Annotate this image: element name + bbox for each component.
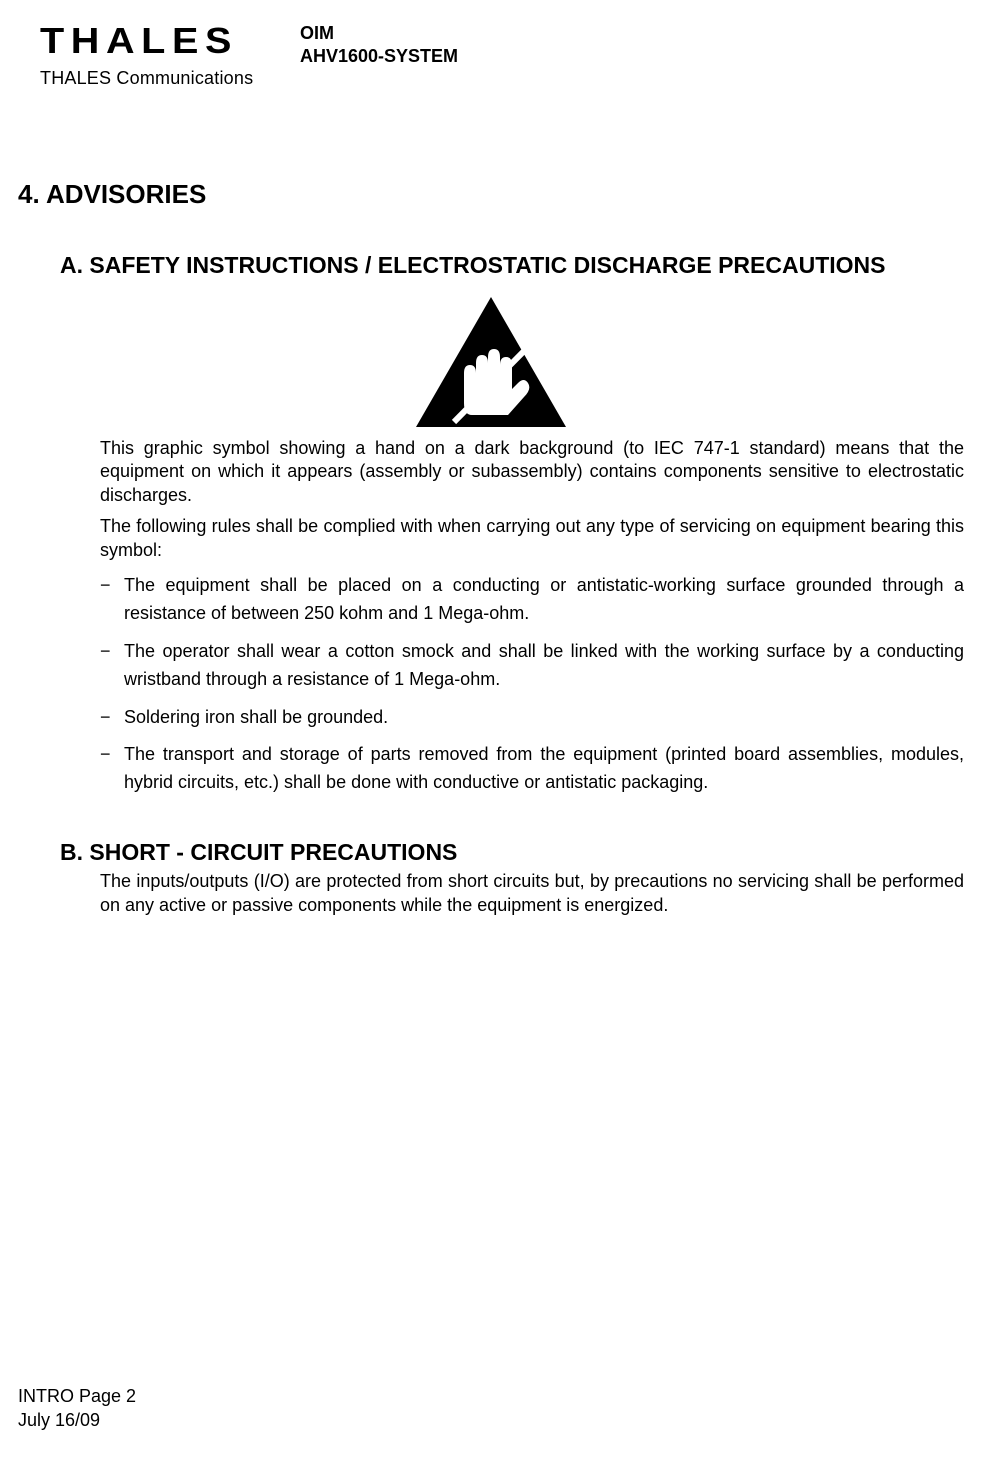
- section-4b-body: The inputs/outputs (I/O) are protected f…: [18, 870, 964, 917]
- company-subtext: THALES Communications: [40, 68, 280, 89]
- section-4b-title: B. SHORT - CIRCUIT PRECAUTIONS: [18, 839, 964, 866]
- company-logo: THALES: [40, 20, 304, 62]
- doc-id-line-2: AHV1600-SYSTEM: [300, 45, 458, 68]
- section-4a-body: This graphic symbol showing a hand on a …: [18, 437, 964, 797]
- footer-page-ref: INTRO Page 2: [18, 1385, 136, 1408]
- list-item: Soldering iron shall be grounded.: [100, 704, 964, 732]
- page-footer: INTRO Page 2 July 16/09: [18, 1385, 136, 1432]
- section-4-title: 4. ADVISORIES: [18, 179, 964, 210]
- page-header: THALES THALES Communications OIM AHV1600…: [0, 20, 982, 89]
- list-item: The transport and storage of parts remov…: [100, 741, 964, 797]
- section-4a-title: A. SAFETY INSTRUCTIONS / ELECTROSTATIC D…: [18, 252, 964, 279]
- logo-block: THALES THALES Communications: [40, 20, 280, 89]
- esd-warning-icon: [416, 297, 566, 427]
- footer-date: July 16/09: [18, 1409, 136, 1432]
- list-item: The operator shall wear a cotton smock a…: [100, 638, 964, 694]
- list-item: The equipment shall be placed on a condu…: [100, 572, 964, 628]
- page: THALES THALES Communications OIM AHV1600…: [0, 0, 982, 1466]
- main-content: 4. ADVISORIES A. SAFETY INSTRUCTIONS / E…: [0, 89, 982, 917]
- section-4a-para-1: This graphic symbol showing a hand on a …: [100, 437, 964, 507]
- section-4a-bullet-list: The equipment shall be placed on a condu…: [100, 572, 964, 797]
- doc-id-line-1: OIM: [300, 22, 458, 45]
- document-identifier: OIM AHV1600-SYSTEM: [300, 22, 458, 69]
- section-4b-para-1: The inputs/outputs (I/O) are protected f…: [100, 870, 964, 917]
- section-4a-para-2: The following rules shall be complied wi…: [100, 515, 964, 562]
